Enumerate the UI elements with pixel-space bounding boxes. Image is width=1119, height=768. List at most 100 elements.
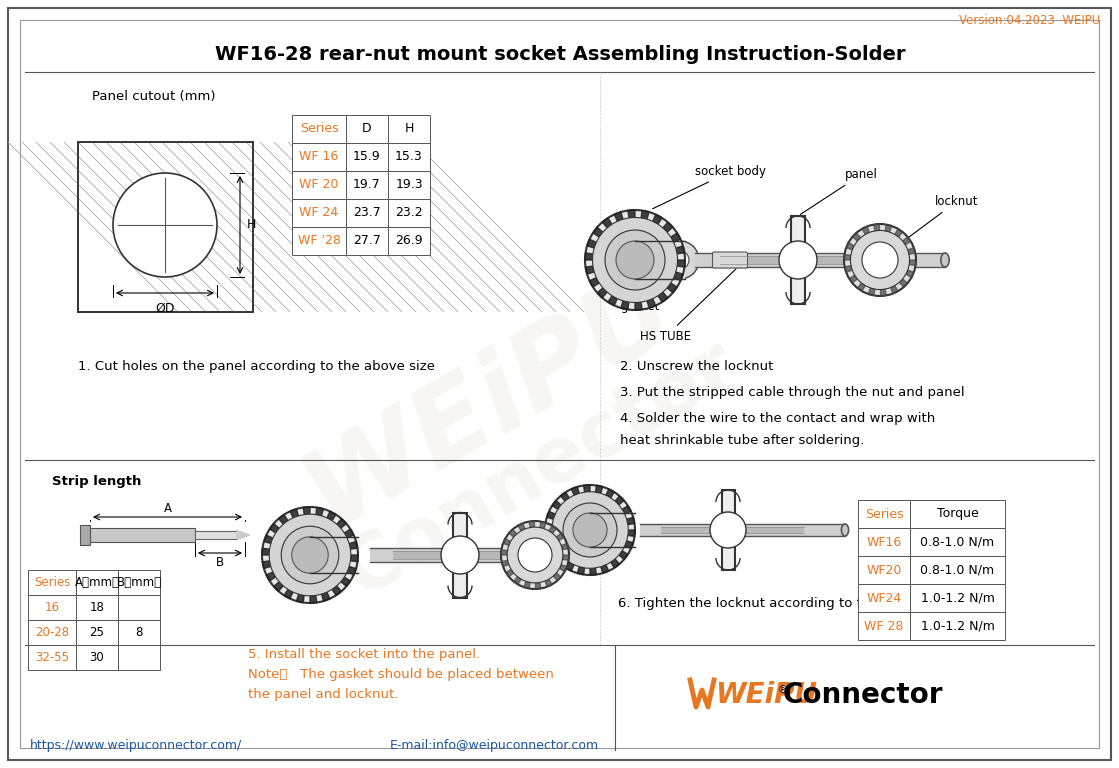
Text: ®: ® <box>778 685 788 695</box>
Polygon shape <box>908 248 915 254</box>
Polygon shape <box>577 567 584 574</box>
Polygon shape <box>270 524 279 533</box>
Bar <box>858 612 910 640</box>
Bar <box>346 199 388 227</box>
Text: B: B <box>216 556 224 569</box>
Polygon shape <box>262 548 270 555</box>
Text: Torque: Torque <box>937 508 978 521</box>
Circle shape <box>552 492 628 568</box>
Polygon shape <box>846 243 854 250</box>
Text: 19.7: 19.7 <box>354 178 380 191</box>
Bar <box>78 142 253 312</box>
Bar <box>90 528 195 542</box>
Polygon shape <box>667 283 677 293</box>
Polygon shape <box>602 218 612 228</box>
Polygon shape <box>553 573 561 581</box>
Circle shape <box>270 515 350 596</box>
Text: 0.8-1.0 N/m: 0.8-1.0 N/m <box>921 564 995 577</box>
Text: Series: Series <box>34 576 70 589</box>
Polygon shape <box>501 550 507 555</box>
Circle shape <box>507 527 563 583</box>
Polygon shape <box>337 518 346 528</box>
Polygon shape <box>601 564 609 573</box>
Bar <box>388 171 430 199</box>
Polygon shape <box>321 592 330 601</box>
Bar <box>640 524 845 536</box>
Polygon shape <box>652 214 662 224</box>
Polygon shape <box>868 288 875 296</box>
Bar <box>195 531 237 539</box>
Polygon shape <box>539 521 546 528</box>
Polygon shape <box>552 501 561 509</box>
Bar <box>310 537 358 573</box>
Circle shape <box>292 537 328 573</box>
Text: H: H <box>247 219 256 231</box>
Bar <box>117 620 160 645</box>
Bar <box>346 115 388 143</box>
Text: gasket: gasket <box>620 280 678 313</box>
Polygon shape <box>345 529 354 538</box>
Bar <box>76 645 117 670</box>
Polygon shape <box>545 535 553 543</box>
Polygon shape <box>266 572 275 581</box>
Text: WF 20: WF 20 <box>299 178 339 191</box>
Polygon shape <box>590 568 596 575</box>
Circle shape <box>605 230 665 290</box>
Text: WF 16: WF 16 <box>300 151 339 164</box>
Polygon shape <box>676 246 685 254</box>
Bar <box>346 143 388 171</box>
Polygon shape <box>545 524 552 530</box>
Text: 15.9: 15.9 <box>354 151 380 164</box>
Text: 20-28: 20-28 <box>35 626 69 639</box>
Polygon shape <box>549 525 556 533</box>
Circle shape <box>585 210 685 310</box>
Polygon shape <box>611 559 620 568</box>
Text: WEiPU: WEiPU <box>715 681 817 709</box>
Text: WEiPU: WEiPU <box>286 252 694 548</box>
Bar <box>292 115 346 143</box>
Polygon shape <box>316 508 323 516</box>
Polygon shape <box>885 224 892 232</box>
Polygon shape <box>587 239 596 248</box>
Bar <box>910 584 1005 612</box>
Polygon shape <box>621 301 629 310</box>
Bar <box>78 142 253 312</box>
Circle shape <box>518 538 552 572</box>
Bar <box>28 570 76 595</box>
Polygon shape <box>524 581 530 588</box>
Circle shape <box>615 241 653 279</box>
Polygon shape <box>853 233 861 241</box>
Bar <box>722 490 734 570</box>
Polygon shape <box>263 561 271 568</box>
Text: Series: Series <box>300 123 338 135</box>
Polygon shape <box>619 551 628 559</box>
Text: WF16: WF16 <box>866 535 902 548</box>
Text: 16: 16 <box>45 601 59 614</box>
Text: A（mm）: A（mm） <box>75 576 120 589</box>
Text: E-mail:info@weipuconnector.com: E-mail:info@weipuconnector.com <box>391 739 599 752</box>
Text: 8: 8 <box>135 626 143 639</box>
Polygon shape <box>674 272 683 281</box>
Polygon shape <box>895 229 903 237</box>
Bar <box>292 227 346 255</box>
Bar <box>388 115 430 143</box>
Polygon shape <box>349 541 357 549</box>
Bar <box>590 513 634 547</box>
Bar <box>858 556 910 584</box>
Polygon shape <box>514 577 521 584</box>
Text: Note：   The gasket should be placed between: Note： The gasket should be placed betwee… <box>248 668 554 681</box>
Text: 5. Install the socket into the panel.: 5. Install the socket into the panel. <box>248 648 480 661</box>
Polygon shape <box>560 564 567 571</box>
Text: Panel cutout (mm): Panel cutout (mm) <box>92 90 216 103</box>
Polygon shape <box>614 212 623 221</box>
Polygon shape <box>862 227 869 234</box>
Circle shape <box>709 512 746 548</box>
Text: 0.8-1.0 N/m: 0.8-1.0 N/m <box>921 535 995 548</box>
Text: 15.3: 15.3 <box>395 151 423 164</box>
Polygon shape <box>545 579 552 587</box>
Polygon shape <box>595 485 603 493</box>
Text: WF 24: WF 24 <box>300 207 339 220</box>
Polygon shape <box>628 530 634 536</box>
Polygon shape <box>662 222 673 232</box>
Polygon shape <box>608 296 618 306</box>
